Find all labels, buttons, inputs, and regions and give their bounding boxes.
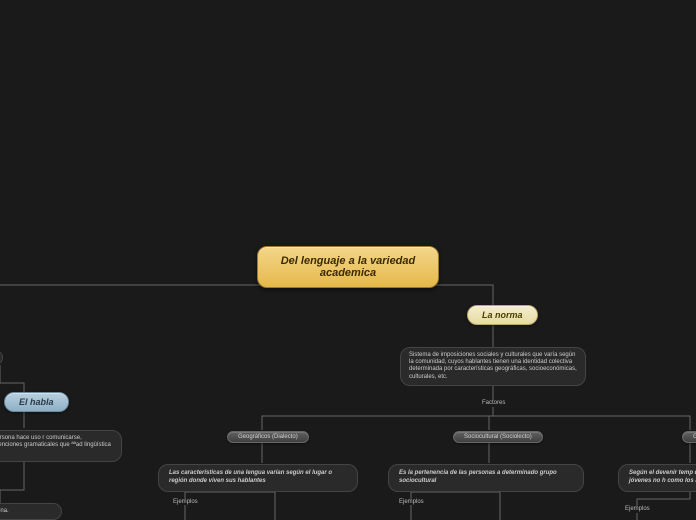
gen-node[interactable]: Gen: [682, 431, 696, 443]
geo-ejemplos: Ejemplos: [173, 499, 198, 505]
norma-node[interactable]: La norma: [467, 305, 538, 325]
mindmap-canvas[interactable]: Del lenguaje a la variedad academica La …: [0, 0, 696, 520]
socio-node[interactable]: Sociocultural (Sociolecto): [453, 431, 543, 443]
geo-desc: Las características de una lengua varían…: [158, 464, 358, 492]
geo-node[interactable]: Geográficos (Dialecto): [227, 431, 309, 443]
factores-label: Factores: [482, 400, 505, 406]
gen-desc: Según el devenir temp donde los jóvenes …: [618, 464, 696, 492]
habla-frag: mos con otra persona.: [0, 503, 62, 520]
root-node[interactable]: Del lenguaje a la variedad academica: [257, 246, 439, 288]
socio-ejemplos: Ejemplos: [399, 499, 424, 505]
gen-ejemplos: Ejemplos: [625, 506, 650, 512]
norma-desc: Sistema de imposiciones sociales y cultu…: [400, 347, 586, 386]
left-stub: [0, 350, 3, 365]
socio-desc: Es la pertenencia de las personas a dete…: [388, 464, 584, 492]
habla-node[interactable]: El habla: [4, 392, 69, 412]
habla-desc: medio del cual una persona hace uso r co…: [0, 430, 122, 462]
